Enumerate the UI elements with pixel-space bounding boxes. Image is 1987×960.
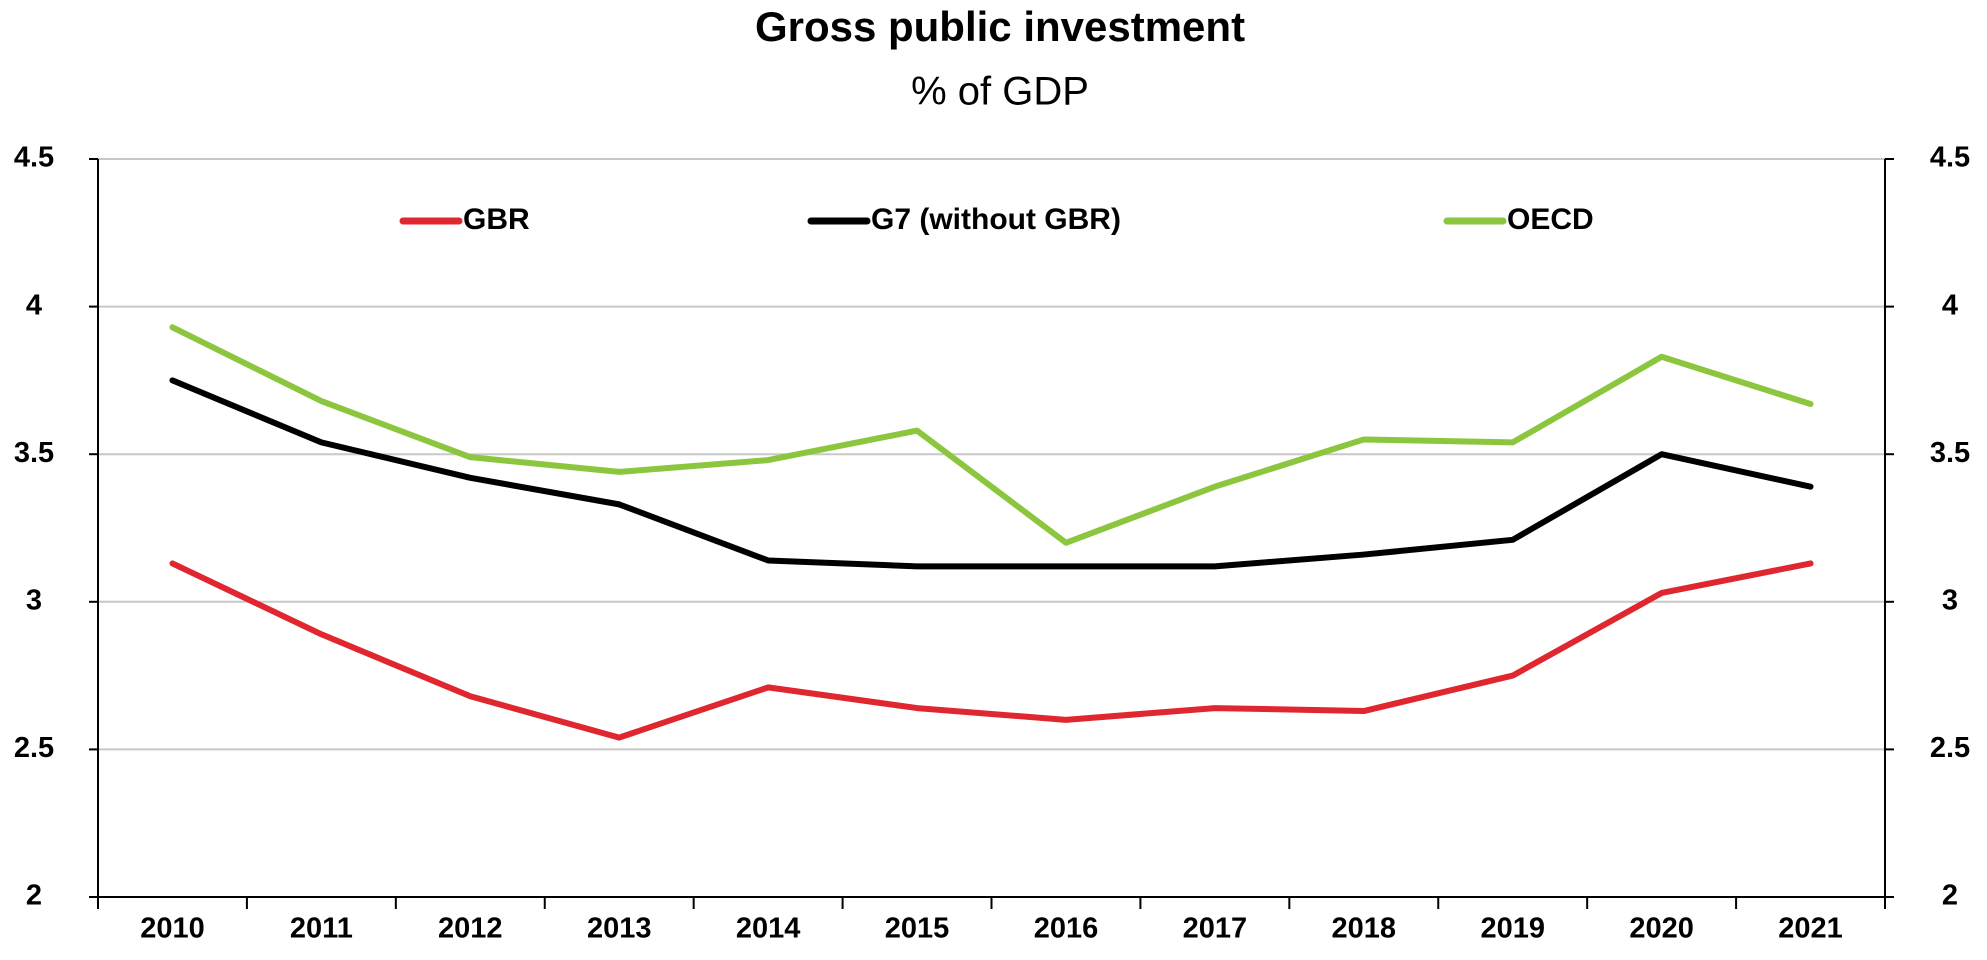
- x-tick-label: 2010: [140, 913, 205, 945]
- y2-tick-label: 2.5: [1930, 732, 1970, 764]
- x-tick-label: 2020: [1629, 913, 1694, 945]
- y-tick-label: 3.5: [14, 437, 54, 469]
- x-tick-label: 2012: [438, 913, 503, 945]
- x-tick-label: 2014: [736, 913, 801, 945]
- legend-label: OECD: [1507, 203, 1594, 236]
- legend-label: GBR: [463, 203, 530, 236]
- chart-title: Gross public investment: [755, 3, 1245, 50]
- y2-tick-label: 3.5: [1930, 437, 1970, 469]
- x-tick-label: 2017: [1183, 913, 1248, 945]
- y-tick-label: 2: [26, 880, 42, 912]
- y-tick-label: 2.5: [14, 732, 54, 764]
- y2-tick-label: 2: [1942, 880, 1958, 912]
- y2-tick-label: 4.5: [1930, 142, 1970, 174]
- y-tick-label: 4.5: [14, 142, 54, 174]
- x-tick-label: 2013: [587, 913, 652, 945]
- x-tick-label: 2019: [1480, 913, 1545, 945]
- legend-label: G7 (without GBR): [871, 203, 1121, 236]
- x-tick-label: 2016: [1034, 913, 1099, 945]
- y2-tick-label: 3: [1942, 584, 1958, 616]
- y2-tick-label: 4: [1942, 289, 1958, 321]
- y-tick-label: 3: [26, 584, 42, 616]
- series-line: [169, 324, 1814, 546]
- y-tick-label: 4: [26, 289, 42, 321]
- x-tick-label: 2011: [290, 913, 353, 945]
- x-tick-label: 2015: [885, 913, 950, 945]
- x-tick-label: 2018: [1332, 913, 1397, 945]
- chart-subtitle: % of GDP: [911, 70, 1089, 114]
- series-line: [169, 377, 1814, 570]
- series-line: [169, 560, 1814, 741]
- x-tick-label: 2021: [1778, 913, 1843, 945]
